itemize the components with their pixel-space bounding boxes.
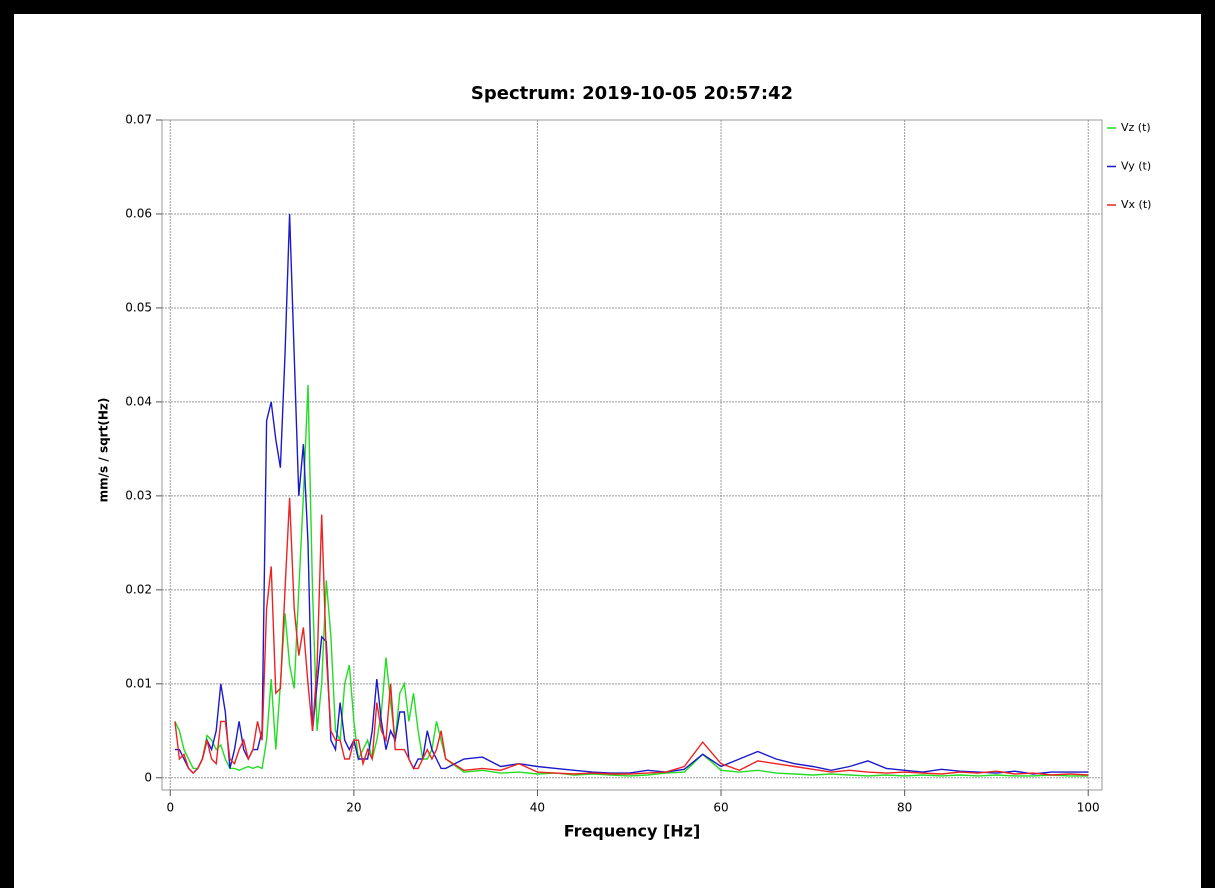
series-line (174, 384, 1089, 777)
x-tick-label: 20 (346, 801, 361, 815)
y-tick-label: 0.02 (125, 582, 152, 596)
legend-label: Vy (t) (1121, 160, 1151, 173)
y-tick-label: 0.01 (125, 676, 152, 690)
y-axis-label: mm/s / sqrt(Hz) (97, 398, 111, 503)
chart-title: Spectrum: 2019-10-05 20:57:42 (471, 83, 793, 104)
x-tick-label: 60 (713, 801, 728, 815)
y-tick-label: 0.07 (125, 113, 152, 127)
legend-label: Vx (t) (1121, 198, 1151, 211)
x-axis-label: Frequency [Hz] (564, 822, 701, 841)
series-line (174, 213, 1089, 775)
x-tick-label: 80 (897, 801, 912, 815)
y-tick-label: 0.04 (125, 394, 152, 408)
series-line (174, 497, 1089, 776)
legend-label: Vz (t) (1121, 121, 1151, 134)
x-tick-label: 100 (1077, 801, 1100, 815)
x-tick-label: 40 (530, 801, 545, 815)
y-tick-label: 0.03 (125, 488, 152, 502)
x-tick-label: 0 (166, 801, 174, 815)
y-tick-label: 0.05 (125, 300, 152, 314)
y-tick-label: 0.06 (125, 206, 152, 220)
y-tick-label: 0 (144, 770, 152, 784)
